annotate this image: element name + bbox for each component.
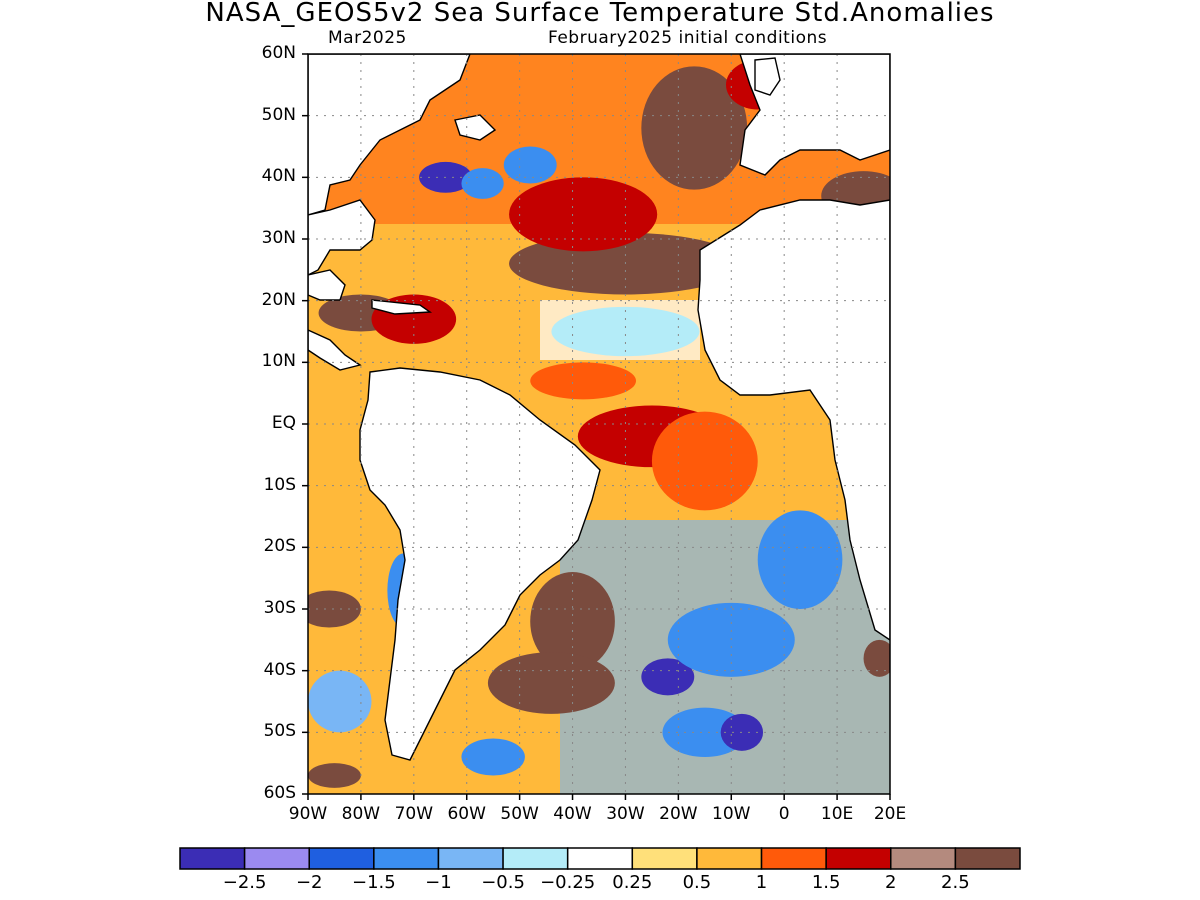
colorbar-swatch-4	[437, 847, 504, 870]
anomaly-patch-2	[503, 146, 557, 184]
colorbar-label: −1	[425, 872, 452, 893]
lon-label-30W: 30W	[606, 804, 645, 824]
colorbar-swatch-10	[825, 847, 892, 870]
colorbar-swatch-7	[631, 847, 698, 870]
lon-label-20W: 20W	[659, 804, 698, 824]
anomaly-patch-1	[461, 168, 504, 199]
lat-label-20N: 20N	[261, 289, 296, 310]
colorbar-label: −2.5	[222, 872, 267, 893]
lat-label-20S: 20S	[263, 536, 296, 557]
anomaly-patch-22	[308, 670, 372, 733]
colorbar-label: −0.5	[481, 872, 525, 893]
central-america-land	[308, 329, 362, 371]
anomaly-patch-17	[757, 510, 843, 609]
anomaly-patch-8	[509, 177, 658, 252]
anomaly-patch-25	[308, 763, 361, 788]
lon-label-60W: 60W	[447, 804, 486, 824]
lon-label-70W: 70W	[394, 804, 434, 824]
colorbar-swatch-3	[373, 847, 440, 870]
colorbar-swatch-6	[566, 847, 634, 870]
lon-label-0: 0	[778, 804, 790, 824]
colorbar-swatch-9	[760, 847, 827, 870]
colorbar-label: −0.25	[540, 872, 596, 893]
land-masses	[308, 54, 890, 761]
anomaly-patch-4	[641, 66, 748, 190]
anomaly-patch-15	[641, 658, 695, 696]
lat-label-60N: 60N	[261, 43, 296, 63]
africa-land	[697, 199, 890, 641]
colorbar-label: 2.5	[941, 872, 970, 893]
lat-label-50N: 50N	[261, 104, 296, 125]
lat-label-30S: 30S	[263, 598, 296, 618]
colorbar-label: 1	[755, 872, 768, 893]
colorbar-label: 0.5	[682, 872, 712, 893]
north-america-land-2	[308, 199, 376, 276]
forecast-month-label: Mar2025	[328, 28, 407, 48]
colorbar-label: 2	[885, 872, 897, 893]
colorbar	[179, 847, 1021, 870]
map-area	[308, 54, 890, 794]
graticule	[308, 54, 890, 794]
lat-label-40N: 40N	[261, 166, 296, 187]
map-title: NASA_GEOS5v2 Sea Surface Temperature Std…	[205, 0, 995, 28]
colorbar-label: 1.5	[811, 872, 841, 893]
colorbar-swatch-1	[243, 847, 310, 870]
lon-label-80W: 80W	[341, 804, 381, 824]
lon-label-90W: 90W	[288, 804, 328, 824]
colorbar-label: −2	[295, 872, 323, 893]
lon-label-10W: 10W	[712, 804, 751, 824]
lon-label-50W: 50W	[500, 804, 539, 824]
anomaly-patch-13	[530, 572, 615, 671]
lon-label-40W: 40W	[553, 804, 592, 824]
colorbar-swatch-8	[696, 847, 763, 870]
anomaly-patch-11	[551, 306, 700, 357]
colorbar-swatch-11	[890, 847, 957, 870]
anomaly-patch-23	[461, 738, 525, 776]
anomaly-patch-26	[863, 639, 890, 677]
gulf-coast-land	[308, 269, 346, 301]
caribbean-islands	[371, 299, 433, 315]
british-isles-land	[754, 57, 781, 96]
lat-label-EQ: EQ	[271, 413, 296, 433]
anomaly-patch-12	[530, 362, 637, 400]
colorbar-swatch-2	[308, 847, 375, 870]
anomaly-patch-14	[487, 652, 615, 714]
lat-label-10N: 10N	[261, 351, 296, 372]
north-america-land	[308, 54, 471, 216]
lat-label-30N: 30N	[261, 228, 296, 248]
initial-conditions-label: February2025 initial conditions	[548, 28, 828, 48]
anomaly-patch-10	[651, 411, 758, 511]
lon-label-10E: 10E	[820, 804, 854, 824]
lat-label-50S: 50S	[263, 721, 296, 742]
lat-label-40S: 40S	[263, 659, 296, 680]
anomaly-patch-18	[662, 707, 748, 757]
axis-ticks	[302, 53, 891, 800]
colorbar-label: 0.25	[612, 872, 653, 893]
newfoundland-land	[454, 114, 497, 141]
lat-label-60S: 60S	[263, 783, 296, 803]
lat-label-10S: 10S	[263, 474, 296, 495]
colorbar-label: −1.5	[351, 872, 396, 893]
colorbar-swatch-5	[502, 847, 569, 870]
anomaly-patch-20	[308, 590, 361, 628]
south-america-land	[359, 367, 601, 761]
lon-label-20E: 20E	[873, 804, 907, 824]
colorbar-swatch-12	[954, 847, 1021, 870]
colorbar-swatch-0	[179, 847, 246, 870]
